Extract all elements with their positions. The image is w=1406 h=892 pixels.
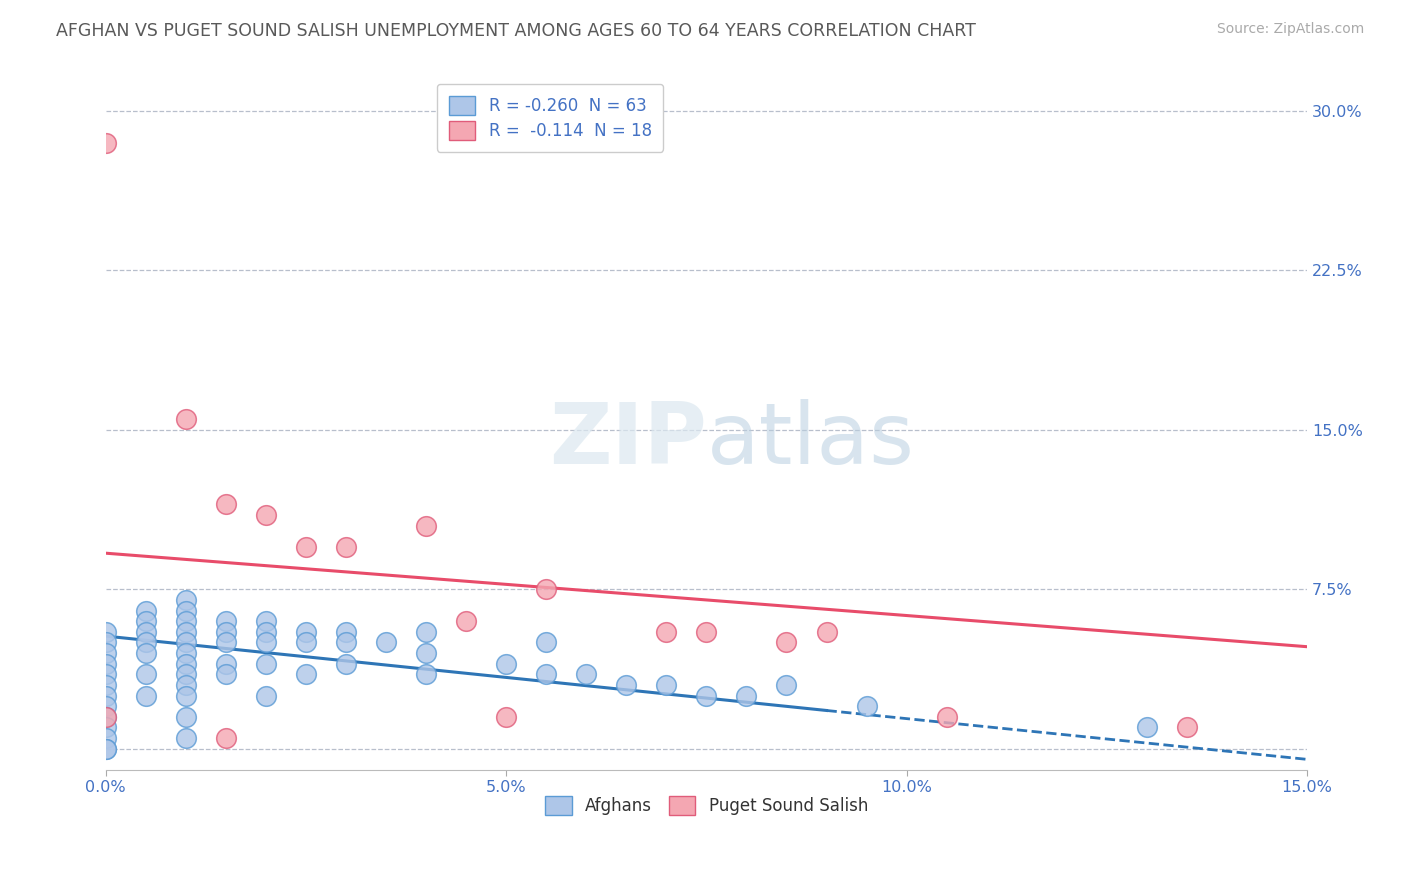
Point: [94, 689, 117, 703]
Point: [94, 710, 117, 724]
Point: [295, 635, 318, 649]
Point: [295, 624, 318, 639]
Point: [614, 678, 637, 692]
Point: [655, 678, 678, 692]
Point: [695, 624, 717, 639]
Point: [135, 624, 157, 639]
Point: [254, 614, 277, 628]
Point: [94, 657, 117, 671]
Point: [94, 699, 117, 714]
Point: [575, 667, 598, 681]
Point: [94, 635, 117, 649]
Point: [254, 508, 277, 522]
Point: [335, 624, 357, 639]
Point: [855, 699, 877, 714]
Point: [94, 136, 117, 150]
Point: [935, 710, 957, 724]
Point: [775, 635, 797, 649]
Point: [335, 635, 357, 649]
Point: [295, 540, 318, 554]
Point: [135, 646, 157, 660]
Point: [174, 646, 197, 660]
Point: [495, 710, 517, 724]
Point: [174, 603, 197, 617]
Point: [254, 689, 277, 703]
Point: [454, 614, 477, 628]
Legend: Afghans, Puget Sound Salish: Afghans, Puget Sound Salish: [534, 786, 877, 825]
Point: [174, 635, 197, 649]
Text: ZIP: ZIP: [548, 399, 706, 482]
Point: [534, 635, 557, 649]
Point: [94, 731, 117, 745]
Point: [94, 667, 117, 681]
Point: [735, 689, 758, 703]
Text: atlas: atlas: [706, 399, 914, 482]
Point: [415, 646, 437, 660]
Point: [1175, 721, 1198, 735]
Point: [495, 657, 517, 671]
Point: [415, 624, 437, 639]
Point: [135, 603, 157, 617]
Point: [254, 635, 277, 649]
Point: [534, 582, 557, 597]
Point: [254, 624, 277, 639]
Point: [775, 678, 797, 692]
Point: [174, 412, 197, 426]
Point: [295, 667, 318, 681]
Point: [335, 540, 357, 554]
Point: [94, 741, 117, 756]
Point: [174, 657, 197, 671]
Point: [94, 721, 117, 735]
Point: [215, 497, 238, 511]
Point: [215, 624, 238, 639]
Point: [215, 667, 238, 681]
Point: [135, 689, 157, 703]
Point: [215, 657, 238, 671]
Point: [135, 614, 157, 628]
Point: [94, 646, 117, 660]
Point: [174, 689, 197, 703]
Point: [335, 657, 357, 671]
Point: [375, 635, 398, 649]
Point: [415, 518, 437, 533]
Point: [94, 678, 117, 692]
Point: [94, 624, 117, 639]
Point: [534, 667, 557, 681]
Point: [135, 635, 157, 649]
Point: [655, 624, 678, 639]
Point: [215, 635, 238, 649]
Point: [174, 593, 197, 607]
Point: [254, 657, 277, 671]
Point: [1136, 721, 1159, 735]
Point: [174, 710, 197, 724]
Point: [215, 614, 238, 628]
Text: AFGHAN VS PUGET SOUND SALISH UNEMPLOYMENT AMONG AGES 60 TO 64 YEARS CORRELATION : AFGHAN VS PUGET SOUND SALISH UNEMPLOYMEN…: [56, 22, 976, 40]
Point: [94, 741, 117, 756]
Point: [174, 731, 197, 745]
Point: [415, 667, 437, 681]
Point: [174, 678, 197, 692]
Point: [215, 731, 238, 745]
Point: [94, 710, 117, 724]
Point: [135, 667, 157, 681]
Text: Source: ZipAtlas.com: Source: ZipAtlas.com: [1216, 22, 1364, 37]
Point: [174, 667, 197, 681]
Point: [174, 614, 197, 628]
Point: [815, 624, 838, 639]
Point: [695, 689, 717, 703]
Point: [174, 624, 197, 639]
